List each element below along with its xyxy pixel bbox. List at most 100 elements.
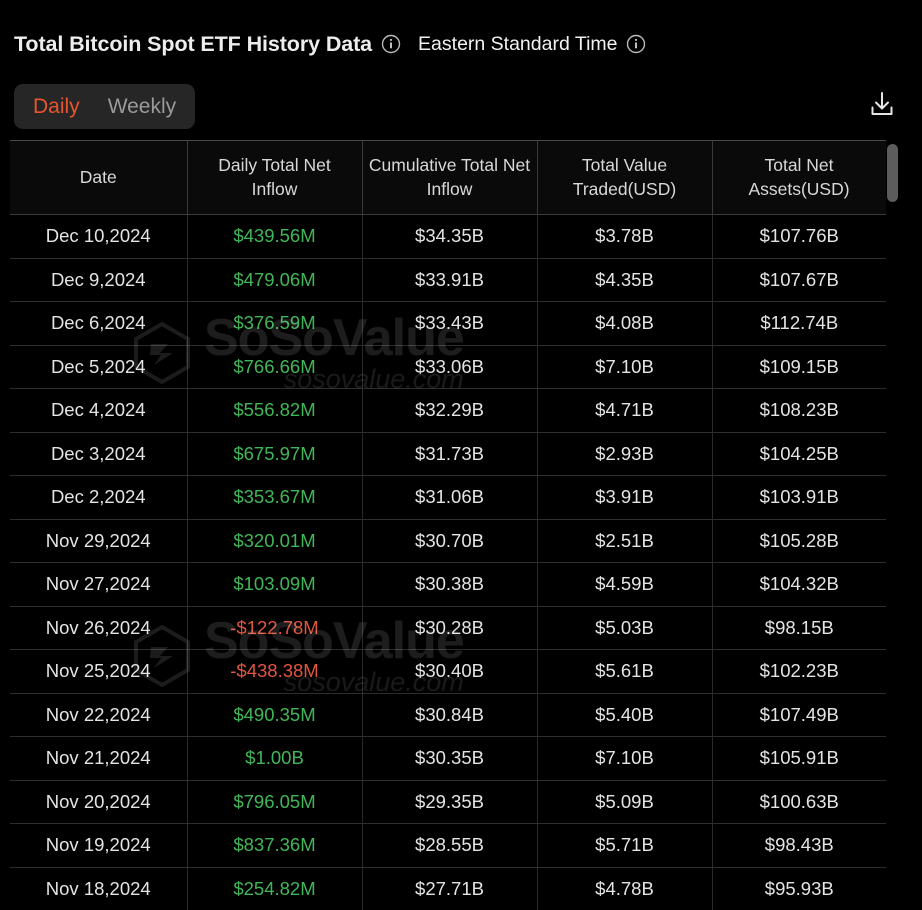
table-row[interactable]: Dec 6,2024 $376.59M $33.43B $4.08B $112.74B — [10, 301, 886, 346]
cell-total-net-assets: $108.23B — [712, 388, 886, 433]
cell-daily-net-inflow: $439.56M — [187, 214, 363, 259]
cell-total-value-traded: $4.78B — [537, 867, 713, 910]
table-row[interactable]: Dec 2,2024 $353.67M $31.06B $3.91B $103.91B — [10, 475, 886, 520]
cell-daily-net-inflow: -$122.78M — [187, 606, 363, 650]
cell-total-value-traded: $2.51B — [537, 519, 713, 563]
cell-cumulative-net-inflow: $33.91B — [362, 258, 538, 302]
cell-total-net-assets: $112.74B — [712, 301, 886, 346]
cell-total-value-traded: $5.61B — [537, 649, 713, 694]
cell-cumulative-net-inflow: $31.73B — [362, 432, 538, 476]
table-row[interactable]: Nov 21,2024 $1.00B $30.35B $7.10B $105.91B — [10, 736, 886, 781]
column-header-total-net-assets[interactable]: Total Net Assets(USD) — [711, 140, 886, 215]
column-header-cumulative-net-inflow[interactable]: Cumulative Total Net Inflow — [361, 140, 538, 215]
info-icon[interactable] — [626, 34, 646, 54]
cell-total-net-assets: $107.49B — [712, 693, 886, 737]
cell-date: Nov 29,2024 — [10, 519, 188, 563]
table-row[interactable]: Dec 9,2024 $479.06M $33.91B $4.35B $107.67B — [10, 258, 886, 302]
cell-daily-net-inflow: $353.67M — [187, 475, 363, 520]
table-row[interactable]: Dec 4,2024 $556.82M $32.29B $4.71B $108.23B — [10, 388, 886, 433]
tab-weekly[interactable]: Weekly — [107, 95, 177, 118]
cell-daily-net-inflow: -$438.38M — [187, 649, 363, 694]
table-body: Dec 10,2024 $439.56M $34.35B $3.78B $107.76B… — [10, 214, 886, 910]
cell-total-net-assets: $100.63B — [712, 780, 886, 824]
period-toggle[interactable]: Daily Weekly — [14, 84, 196, 129]
cell-total-value-traded: $4.59B — [537, 562, 713, 607]
cell-cumulative-net-inflow: $30.70B — [362, 519, 538, 563]
cell-total-value-traded: $5.03B — [537, 606, 713, 650]
cell-total-net-assets: $98.15B — [712, 606, 886, 650]
cell-cumulative-net-inflow: $30.40B — [362, 649, 538, 694]
cell-cumulative-net-inflow: $28.55B — [362, 823, 538, 868]
cell-cumulative-net-inflow: $30.38B — [362, 562, 538, 607]
cell-total-value-traded: $5.71B — [537, 823, 713, 868]
cell-total-net-assets: $105.91B — [712, 736, 886, 781]
cell-daily-net-inflow: $796.05M — [187, 780, 363, 824]
download-button[interactable] — [862, 86, 902, 126]
page-header: Total Bitcoin Spot ETF History Data East… — [0, 0, 922, 140]
cell-date: Nov 19,2024 — [10, 823, 188, 868]
cell-daily-net-inflow: $103.09M — [187, 562, 363, 607]
cell-total-value-traded: $7.10B — [537, 736, 713, 781]
table-header: Date Daily Total Net Inflow Cumulative T… — [10, 140, 886, 215]
page-title: Total Bitcoin Spot ETF History Data — [14, 31, 373, 56]
title-row: Total Bitcoin Spot ETF History Data East… — [14, 28, 646, 60]
cell-date: Nov 22,2024 — [10, 693, 188, 737]
cell-total-value-traded: $4.08B — [537, 301, 713, 346]
info-icon[interactable] — [381, 34, 401, 54]
table-row[interactable]: Dec 5,2024 $766.66M $33.06B $7.10B $109.15B — [10, 345, 886, 389]
cell-total-net-assets: $104.32B — [712, 562, 886, 607]
vertical-scrollbar-track[interactable] — [886, 142, 898, 910]
table-row[interactable]: Nov 19,2024 $837.36M $28.55B $5.71B $98.43B — [10, 823, 886, 868]
cell-total-net-assets: $103.91B — [712, 475, 886, 520]
table-row[interactable]: Nov 18,2024 $254.82M $27.71B $4.78B $95.93B — [10, 867, 886, 910]
cell-date: Nov 21,2024 — [10, 736, 188, 781]
cell-total-value-traded: $3.78B — [537, 214, 713, 259]
cell-daily-net-inflow: $320.01M — [187, 519, 363, 563]
cell-date: Dec 4,2024 — [10, 388, 188, 433]
cell-cumulative-net-inflow: $33.43B — [362, 301, 538, 346]
cell-daily-net-inflow: $376.59M — [187, 301, 363, 346]
etf-history-table: Date Daily Total Net Inflow Cumulative T… — [10, 140, 886, 910]
cell-total-net-assets: $107.67B — [712, 258, 886, 302]
cell-date: Nov 27,2024 — [10, 562, 188, 607]
cell-cumulative-net-inflow: $29.35B — [362, 780, 538, 824]
cell-total-value-traded: $4.35B — [537, 258, 713, 302]
cell-cumulative-net-inflow: $34.35B — [362, 214, 538, 259]
cell-date: Nov 20,2024 — [10, 780, 188, 824]
cell-cumulative-net-inflow: $32.29B — [362, 388, 538, 433]
cell-date: Dec 2,2024 — [10, 475, 188, 520]
cell-cumulative-net-inflow: $30.35B — [362, 736, 538, 781]
table-row[interactable]: Nov 20,2024 $796.05M $29.35B $5.09B $100.63B — [10, 780, 886, 824]
column-header-daily-net-inflow[interactable]: Daily Total Net Inflow — [186, 140, 363, 215]
table-row[interactable]: Nov 27,2024 $103.09M $30.38B $4.59B $104.32B — [10, 562, 886, 607]
cell-total-value-traded: $5.09B — [537, 780, 713, 824]
tab-daily[interactable]: Daily — [33, 95, 80, 118]
cell-date: Dec 6,2024 — [10, 301, 188, 346]
cell-cumulative-net-inflow: $27.71B — [362, 867, 538, 910]
cell-daily-net-inflow: $556.82M — [187, 388, 363, 433]
cell-cumulative-net-inflow: $31.06B — [362, 475, 538, 520]
cell-cumulative-net-inflow: $30.28B — [362, 606, 538, 650]
cell-date: Nov 26,2024 — [10, 606, 188, 650]
cell-total-net-assets: $109.15B — [712, 345, 886, 389]
vertical-scrollbar-thumb[interactable] — [887, 144, 898, 202]
column-header-total-value-traded[interactable]: Total Value Traded(USD) — [536, 140, 713, 215]
table-row[interactable]: Dec 3,2024 $675.97M $31.73B $2.93B $104.25B — [10, 432, 886, 476]
table-row[interactable]: Nov 29,2024 $320.01M $30.70B $2.51B $105.28B — [10, 519, 886, 563]
cell-total-value-traded: $7.10B — [537, 345, 713, 389]
cell-daily-net-inflow: $766.66M — [187, 345, 363, 389]
cell-total-net-assets: $104.25B — [712, 432, 886, 476]
table-row[interactable]: Dec 10,2024 $439.56M $34.35B $3.78B $107.76B — [10, 214, 886, 259]
cell-total-net-assets: $105.28B — [712, 519, 886, 563]
table-row[interactable]: Nov 25,2024 -$438.38M $30.40B $5.61B $102.23… — [10, 649, 886, 694]
table-row[interactable]: Nov 26,2024 -$122.78M $30.28B $5.03B $98.15B — [10, 606, 886, 650]
cell-daily-net-inflow: $479.06M — [187, 258, 363, 302]
cell-total-value-traded: $4.71B — [537, 388, 713, 433]
cell-cumulative-net-inflow: $33.06B — [362, 345, 538, 389]
column-header-date[interactable]: Date — [10, 140, 188, 215]
cell-total-net-assets: $102.23B — [712, 649, 886, 694]
cell-date: Dec 10,2024 — [10, 214, 188, 259]
cell-total-value-traded: $5.40B — [537, 693, 713, 737]
download-icon — [867, 89, 897, 124]
table-row[interactable]: Nov 22,2024 $490.35M $30.84B $5.40B $107.49B — [10, 693, 886, 737]
